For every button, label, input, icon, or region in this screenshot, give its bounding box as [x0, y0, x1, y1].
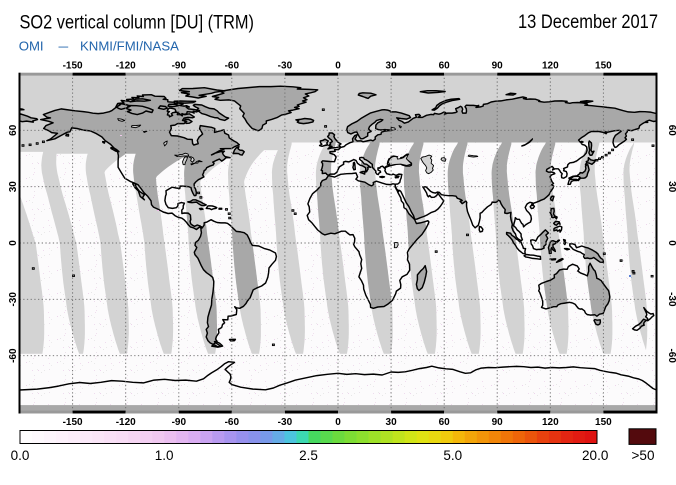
svg-text:-30: -30 [8, 292, 19, 307]
svg-text:-150: -150 [63, 417, 83, 428]
svg-text:0.0: 0.0 [11, 448, 30, 463]
svg-text:-90: -90 [172, 61, 187, 72]
svg-text:30: 30 [666, 181, 676, 193]
svg-text:120: 120 [542, 61, 559, 72]
svg-text:120: 120 [542, 417, 559, 428]
svg-text:-120: -120 [116, 61, 136, 72]
svg-text:60: 60 [8, 124, 19, 136]
svg-text:-60: -60 [225, 61, 240, 72]
svg-text:30: 30 [386, 417, 398, 428]
svg-text:90: 90 [492, 61, 504, 72]
svg-text:-120: -120 [116, 417, 136, 428]
svg-text:–: – [59, 39, 70, 54]
svg-text:-60: -60 [666, 348, 676, 363]
svg-text:2.5: 2.5 [299, 448, 318, 463]
svg-text:-30: -30 [278, 417, 293, 428]
svg-text:-150: -150 [63, 61, 83, 72]
svg-text:5.0: 5.0 [443, 448, 462, 463]
svg-text:0: 0 [666, 240, 676, 246]
svg-text:-60: -60 [225, 417, 240, 428]
svg-text:0: 0 [8, 240, 19, 246]
svg-text:13 December 2017: 13 December 2017 [518, 12, 658, 33]
svg-text:-30: -30 [278, 61, 293, 72]
svg-text:60: 60 [439, 417, 451, 428]
svg-text:>50: >50 [632, 448, 655, 463]
svg-text:0: 0 [335, 61, 341, 72]
svg-text:90: 90 [492, 417, 504, 428]
svg-text:KNMI/FMI/NASA: KNMI/FMI/NASA [80, 39, 179, 54]
svg-text:-30: -30 [666, 292, 676, 307]
svg-text:150: 150 [595, 417, 612, 428]
svg-text:20.0: 20.0 [582, 448, 608, 463]
svg-text:60: 60 [666, 125, 676, 137]
svg-text:150: 150 [595, 61, 612, 72]
svg-text:1.0: 1.0 [155, 448, 174, 463]
svg-text:30: 30 [8, 181, 19, 193]
svg-text:60: 60 [439, 61, 451, 72]
svg-text:OMI: OMI [19, 39, 44, 54]
svg-text:30: 30 [386, 61, 398, 72]
svg-text:SO2 vertical column [DU] (TRM): SO2 vertical column [DU] (TRM) [20, 13, 255, 34]
svg-text:-60: -60 [8, 348, 19, 363]
svg-text:-90: -90 [172, 417, 187, 428]
svg-text:0: 0 [335, 417, 341, 428]
